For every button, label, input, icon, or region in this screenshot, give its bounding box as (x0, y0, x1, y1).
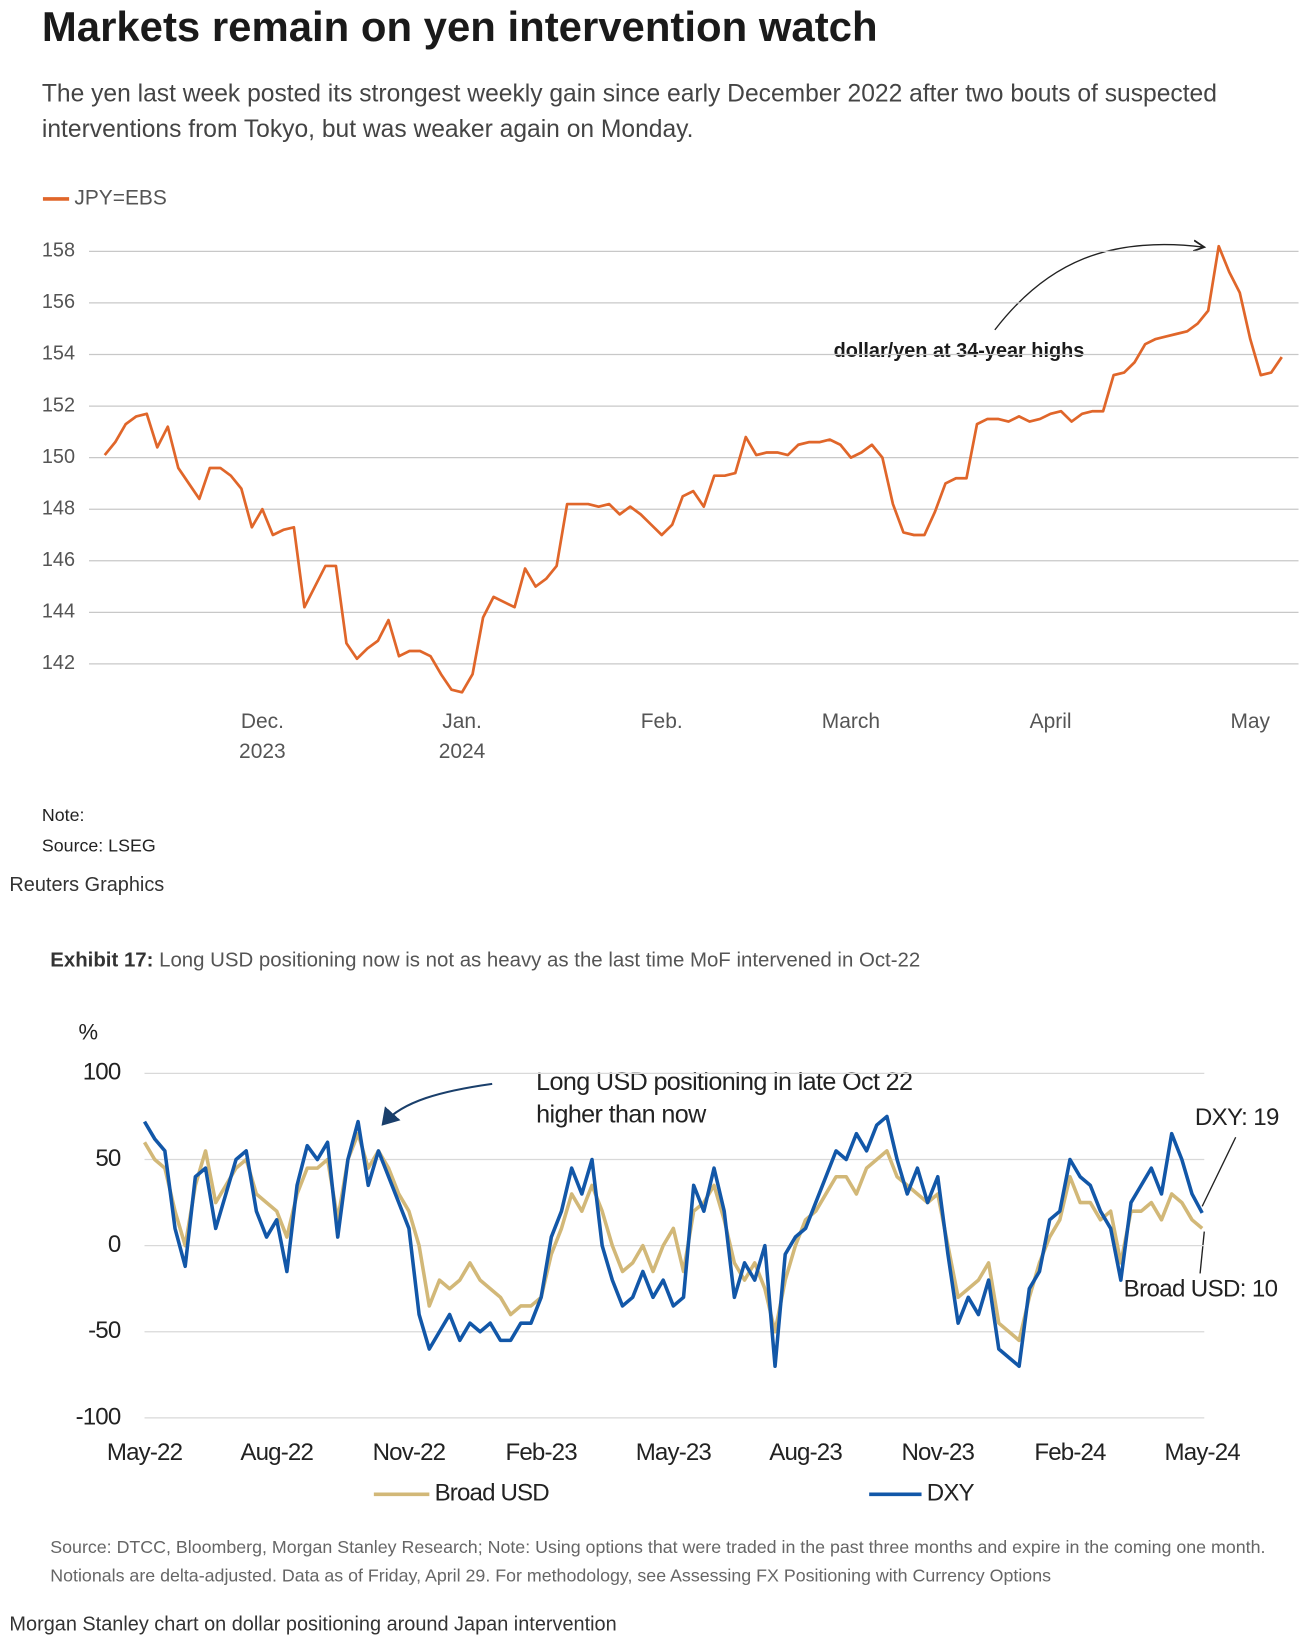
annotation-arrow (994, 245, 1204, 331)
annotation: DXY: 19 (1195, 1104, 1279, 1131)
chart-title: Markets remain on yen intervention watch (41, 4, 878, 51)
exhibit-label: Exhibit 17: (50, 950, 153, 972)
x-tick-label: May-24 (1164, 1437, 1241, 1466)
y-tick-label: 142 (42, 652, 75, 674)
annotation: dollar/yen at 34-year highs (834, 340, 1085, 362)
chart-title: Exhibit 17: Long USD positioning now is … (50, 950, 920, 972)
y-tick-label: 158 (42, 240, 75, 262)
title-text: Long USD positioning now is not as heavy… (159, 950, 920, 972)
legend-label: JPY=EBS (74, 186, 167, 209)
y-tick-label: 150 (42, 446, 75, 468)
x-tick-label: Nov-22 (372, 1437, 446, 1466)
legend-label: Broad USD (435, 1480, 550, 1507)
x-tick-label: Feb-23 (505, 1437, 577, 1466)
y-tick-label: 100 (83, 1059, 121, 1086)
credit: Reuters Graphics (9, 874, 165, 897)
x-tick-label: Jan. 2024 (438, 710, 486, 764)
annotation: Broad USD: 10 (1124, 1276, 1278, 1303)
source: Source: LSEG (41, 835, 156, 856)
series-line (142, 1114, 1204, 1369)
chart-subtitle: The yen last week posted its strongest w… (41, 79, 1217, 143)
y-tick-label: 156 (42, 291, 75, 313)
source: Source: DTCC, Bloomberg, Morgan Stanley … (50, 1537, 1266, 1586)
y-axis-label: % (79, 1019, 99, 1044)
y-tick-label: 154 (42, 343, 75, 365)
annotation-arrow (381, 1082, 493, 1126)
x-tick-label: April (1029, 710, 1072, 734)
leader-line (1199, 1231, 1205, 1274)
leader-line (1201, 1136, 1237, 1207)
x-tick-label: Aug-23 (769, 1437, 842, 1466)
legend-label: DXY (927, 1480, 975, 1507)
note: Note: (41, 805, 85, 826)
y-tick-label: -50 (88, 1317, 121, 1344)
annotation: Long USD positioning in late Oct 22 high… (536, 1068, 913, 1129)
y-tick-label: 148 (42, 497, 75, 519)
y-tick-label: 146 (42, 549, 75, 571)
x-tick-label: March (821, 710, 880, 734)
x-tick-label: Nov-23 (901, 1437, 975, 1466)
x-tick-label: May-22 (106, 1437, 183, 1466)
series-line (103, 244, 1283, 694)
x-tick-label: May (1230, 710, 1271, 734)
x-tick-label: Aug-22 (240, 1437, 314, 1466)
x-tick-label: Feb. (640, 710, 683, 734)
y-tick-label: -100 (76, 1403, 121, 1430)
y-tick-label: 50 (95, 1145, 121, 1172)
y-tick-label: 152 (42, 394, 75, 416)
y-tick-label: 144 (42, 601, 75, 623)
x-tick-label: May-23 (635, 1437, 712, 1466)
y-tick-label: 0 (108, 1231, 121, 1258)
credit: Morgan Stanley chart on dollar positioni… (9, 1613, 617, 1636)
x-tick-label: Feb-24 (1034, 1437, 1106, 1466)
x-tick-label: Dec. 2023 (239, 710, 286, 764)
